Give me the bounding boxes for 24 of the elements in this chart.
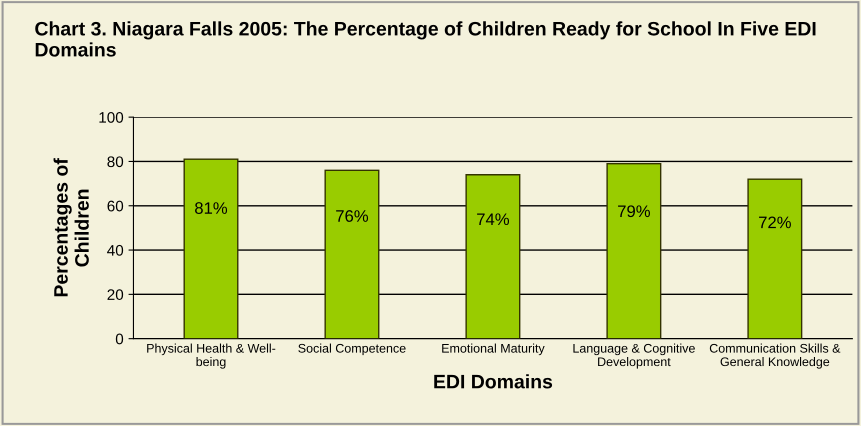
x-tick-label: Physical Health & Well- being [147, 344, 276, 369]
y-tick-label: 80 [107, 156, 124, 168]
bar [184, 158, 238, 339]
x-tick-label: Language & Cognitive Development [573, 344, 695, 369]
data-label: 74% [477, 213, 510, 226]
data-label: 72% [759, 216, 791, 228]
data-label: 81% [195, 202, 228, 214]
bar [324, 170, 380, 339]
bar [465, 174, 520, 339]
x-tick-label: Emotional Maturity [442, 344, 545, 356]
y-tick-label: 100 [99, 112, 124, 123]
x-tick-label: Social Competence [298, 344, 406, 356]
bar [747, 178, 802, 339]
data-label: 79% [618, 205, 650, 218]
x-axis-title: EDI Domains [434, 374, 552, 388]
chart-title: Chart 3. Niagara Falls 2005: The Percentage of Children Ready for School In Five EDI Domains [35, 21, 816, 57]
data-label: 76% [336, 210, 368, 222]
y-axis-title: Percentages of Children [54, 158, 89, 296]
y-tick-label: 20 [108, 289, 124, 300]
y-tick-label: 60 [108, 200, 124, 212]
y-tick-label: 0 [116, 334, 124, 344]
y-tick-label: 40 [107, 244, 124, 256]
bar [606, 162, 662, 339]
x-tick-label: Communication Skills & General Knowledge [710, 344, 840, 369]
